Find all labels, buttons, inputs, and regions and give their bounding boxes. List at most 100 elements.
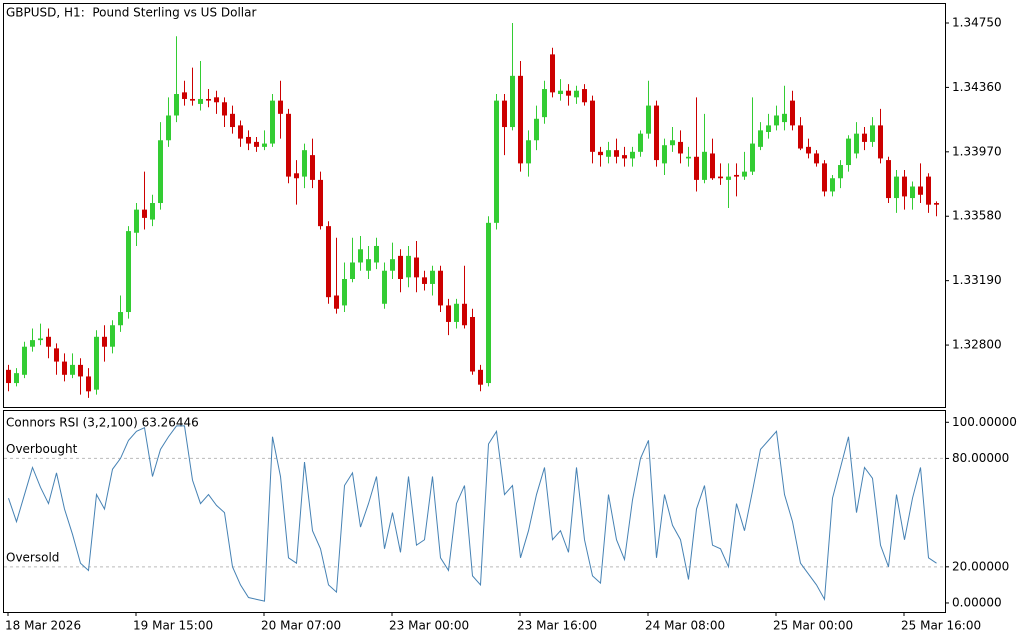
candle-body (166, 115, 171, 141)
candle-body (598, 151, 603, 156)
candle-body (142, 209, 147, 218)
candle-body (574, 90, 579, 98)
candle-body (70, 364, 75, 375)
candle-body (270, 100, 275, 144)
candle-body (150, 203, 155, 220)
candle-body (54, 348, 59, 362)
candle-body (614, 150, 619, 157)
candle-body (102, 336, 107, 347)
candle-body (382, 270, 387, 304)
x-tick-label: 23 Mar 16:00 (517, 619, 597, 633)
candle-body (558, 90, 563, 95)
chart-title: GBPUSD, H1: Pound Sterling vs US Dollar (6, 6, 256, 20)
candle-body (78, 364, 83, 377)
candle-body (534, 118, 539, 141)
candle-body (822, 163, 827, 192)
candle-body (430, 270, 435, 284)
candle-body (526, 140, 531, 164)
candle-body (390, 259, 395, 271)
candle-body (14, 373, 19, 384)
candle-body (702, 151, 707, 180)
candle-body (438, 270, 443, 306)
candle-body (678, 141, 683, 154)
candle-body (350, 262, 355, 279)
y-tick-label: 80.00000 (952, 451, 1009, 465)
candle-body (782, 113, 787, 123)
indicator-line (8, 425, 937, 602)
candle-body (742, 171, 747, 177)
candle-body (262, 143, 267, 147)
candle-body (726, 176, 731, 180)
candle-body (310, 155, 315, 180)
candle-body (566, 90, 571, 96)
candle-body (894, 176, 899, 199)
indicator-panel (3, 410, 946, 613)
candle-body (486, 222, 491, 384)
candle-body (110, 325, 115, 347)
candle-body (830, 178, 835, 192)
candle-body (342, 278, 347, 306)
candle-body (870, 125, 875, 142)
candle-body (542, 89, 547, 118)
x-tick-label: 24 Mar 08:00 (645, 619, 725, 633)
x-tick-label: 18 Mar 2026 (5, 619, 81, 633)
candle-body (582, 89, 587, 103)
candle-body (254, 141, 259, 147)
candle-body (414, 257, 419, 278)
y-tick-label: 1.33580 (952, 209, 1002, 223)
candle-body (446, 305, 451, 322)
candle-body (798, 125, 803, 149)
candle-body (502, 100, 507, 128)
x-tick-label: 20 Mar 07:00 (261, 619, 341, 633)
candle-body (174, 94, 179, 116)
x-tick-label: 19 Mar 15:00 (133, 619, 213, 633)
candle-body (118, 312, 123, 326)
candle-body (462, 303, 467, 326)
candle-body (910, 186, 915, 199)
candle-body (374, 245, 379, 263)
candle-body (606, 150, 611, 157)
candle-body (94, 336, 99, 390)
y-tick-label: 1.33190 (952, 273, 1002, 287)
candle-body (806, 146, 811, 154)
candle-body (766, 125, 771, 133)
level-label: Oversold (6, 550, 59, 564)
candle-body (662, 145, 667, 164)
indicator-title: Connors RSI (3,2,100) 63.26446 (6, 416, 199, 430)
candle-body (902, 176, 907, 197)
y-tick-label: 1.32800 (952, 338, 1002, 352)
candle-body (494, 100, 499, 223)
candle-body (854, 133, 859, 154)
candle-body (222, 102, 227, 116)
candle-body (286, 113, 291, 177)
candle-body (790, 100, 795, 126)
candle-body (334, 295, 339, 309)
main-panel (3, 3, 946, 408)
y-tick-label: 0.00000 (952, 595, 1002, 609)
candle-body (878, 125, 883, 159)
candle-body (934, 203, 939, 205)
candle-body (406, 255, 411, 278)
candle-body (454, 303, 459, 322)
y-tick-label: 1.34360 (952, 80, 1002, 94)
candle-body (294, 173, 299, 179)
x-tick-label: 25 Mar 00:00 (773, 619, 853, 633)
candle-body (358, 249, 363, 263)
candle-body (686, 156, 691, 159)
candle-body (886, 160, 891, 199)
candle-body (46, 336, 51, 347)
candle-body (318, 179, 323, 227)
candle-body (590, 100, 595, 152)
candle-body (126, 231, 131, 313)
candle-body (694, 156, 699, 180)
candle-body (230, 113, 235, 128)
candle-body (478, 369, 483, 385)
y-tick-label: 1.34750 (952, 15, 1002, 29)
candle-body (6, 369, 11, 384)
level-label: Overbought (6, 442, 78, 456)
candle-body (86, 376, 91, 392)
candle-body (302, 150, 307, 177)
candle-body (918, 186, 923, 195)
candle-body (774, 115, 779, 126)
candle-body (750, 143, 755, 172)
